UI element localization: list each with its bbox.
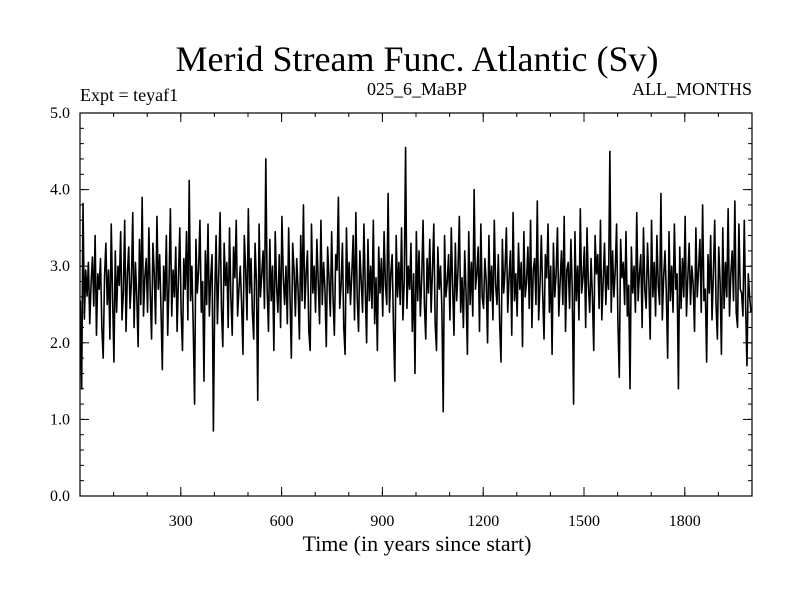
x-tick-label: 1200 [467,513,499,530]
y-tick-label: 5.0 [50,105,70,122]
x-tick-label: 900 [370,513,394,530]
x-axis-label: Time (in years since start) [303,531,532,556]
experiment-label: Expt = teyaf1 [80,85,178,105]
x-tick-label: 300 [169,513,193,530]
x-tick-label: 1500 [568,513,600,530]
months-label: ALL_MONTHS [632,79,752,99]
y-tick-label: 0.0 [50,488,70,505]
series-line [79,146,752,432]
plot-frame [79,112,753,497]
tick-labels: 300 600 900 1200 1500 1800 0.0 1.0 2.0 3.0 4.0 5.0 [50,105,701,530]
y-tick-label: 3.0 [50,258,70,275]
x-tick-label: 600 [270,513,294,530]
chart-title: Merid Stream Func. Atlantic (Sv) [176,39,659,79]
y-tick-label: 1.0 [50,411,70,428]
y-tick-label: 4.0 [50,182,70,199]
x-tick-label: 1800 [669,513,701,530]
y-tick-label: 2.0 [50,335,70,352]
period-label: 025_6_MaBP [367,79,467,99]
